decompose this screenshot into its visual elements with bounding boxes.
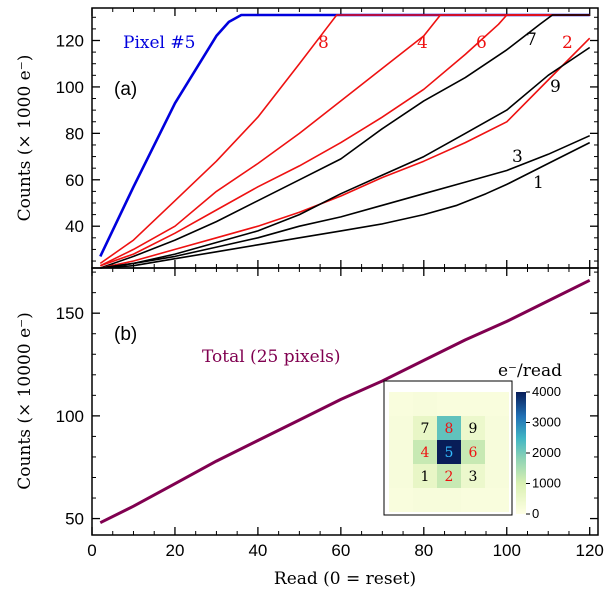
heatmap-numbers: 7 8 9 4 5 6 1 2 3 — [421, 421, 478, 485]
panel-a-series — [99, 13, 591, 269]
series-line-7 — [100, 14, 590, 269]
heatmap-cell — [413, 440, 437, 464]
series-label-6: 6 — [476, 33, 487, 53]
series-label-1: 1 — [533, 173, 544, 193]
grid-number-2: 2 — [445, 469, 454, 485]
heatmap-cell — [461, 440, 485, 464]
heatmap-cell — [389, 392, 413, 416]
series-line-6 — [100, 14, 590, 267]
panel-b-xlabel: Read (0 = reset) — [274, 569, 416, 589]
colorbar-title: e⁻/read — [498, 361, 562, 381]
heatmap-cell — [461, 392, 485, 416]
series-line-3 — [100, 134, 591, 269]
series-label-pixel5: Pixel #5 — [123, 33, 195, 53]
heatmap-cell — [461, 464, 485, 488]
grid-number-3: 3 — [469, 469, 478, 485]
series-line-8 — [99, 14, 590, 265]
grid-number-7: 7 — [421, 421, 430, 437]
series-line-1 — [100, 141, 591, 269]
heatmap-cell — [485, 440, 509, 464]
heatmap-cell — [485, 416, 509, 440]
inset-heatmap: 7 8 9 4 5 6 1 2 3 4000 3000 2000 1000 0 e⁻/read — [383, 361, 562, 521]
heatmap-cells — [389, 392, 509, 512]
y-tick-label: 40 — [65, 217, 84, 236]
heatmap-cell — [389, 488, 413, 512]
heatmap-cell — [437, 488, 461, 512]
series-label-3: 3 — [512, 147, 523, 167]
y-tick-label: 120 — [56, 32, 84, 51]
grid-number-6: 6 — [469, 445, 478, 461]
colorbar-tick-label: 1000 — [532, 476, 561, 491]
heatmap-cell — [461, 416, 485, 440]
heatmap-cell — [389, 464, 413, 488]
heatmap-cell — [389, 416, 413, 440]
series-label-8: 8 — [318, 33, 329, 53]
colorbar-tick-label: 3000 — [532, 415, 561, 430]
x-tick-label: 100 — [493, 541, 521, 560]
panel-b-frame — [91, 267, 599, 536]
colorbar-tick-label: 0 — [532, 506, 539, 521]
colorbar-gradient — [516, 392, 526, 514]
panel-b-ylabel: Counts (× 10000 e⁻) — [15, 312, 35, 490]
series-line-pixel-5 — [99, 13, 590, 257]
grid-number-5: 5 — [445, 445, 454, 461]
series-label-9: 9 — [550, 77, 561, 97]
x-tick-label: 120 — [576, 541, 604, 560]
series-line-total-25-pixels — [99, 278, 591, 525]
series-line-9 — [100, 46, 591, 269]
heatmap-cell — [461, 488, 485, 512]
panel-a-ylabel: Counts (× 1000 e⁻) — [15, 55, 35, 222]
x-tick-label: 20 — [165, 541, 184, 560]
heatmap-cell — [485, 464, 509, 488]
x-tick-label: 60 — [331, 541, 350, 560]
colorbar: 4000 3000 2000 1000 0 — [516, 384, 561, 521]
series-label-total: Total (25 pixels) — [202, 347, 341, 367]
x-tick-label: 0 — [87, 541, 96, 560]
heatmap-cell — [413, 464, 437, 488]
heatmap-cell — [485, 392, 509, 416]
x-tick-label: 40 — [248, 541, 267, 560]
panel-a: 40 60 80 100 120 (a) Counts (× 1000 e⁻) Pixe… — [15, 7, 599, 269]
grid-number-4: 4 — [421, 445, 430, 461]
heatmap-cell — [437, 392, 461, 416]
series-line-2 — [100, 37, 591, 269]
colorbar-tick-label: 4000 — [532, 384, 561, 399]
heatmap-cell — [437, 416, 461, 440]
y-tick-label: 100 — [56, 78, 84, 97]
grid-number-9: 9 — [469, 421, 478, 437]
heatmap-cell — [389, 440, 413, 464]
heatmap-cell — [437, 464, 461, 488]
y-tick-label: 50 — [65, 510, 84, 529]
heatmap-cell — [413, 392, 437, 416]
y-tick-label: 150 — [56, 304, 84, 323]
series-line-4 — [99, 14, 590, 267]
heatmap-cell — [437, 440, 461, 464]
y-tick-label: 100 — [56, 407, 84, 426]
panel-b-series — [99, 278, 591, 525]
grid-number-8: 8 — [445, 421, 454, 437]
colorbar-tick-label: 2000 — [532, 445, 561, 460]
panel-b-tag: (b) — [114, 324, 137, 345]
series-label-2: 2 — [562, 33, 573, 53]
series-label-7: 7 — [526, 30, 537, 50]
series-label-4: 4 — [417, 33, 428, 53]
colorbar-ticks: 4000 3000 2000 1000 0 — [526, 384, 561, 521]
y-tick-label: 80 — [65, 124, 84, 143]
grid-number-1: 1 — [421, 469, 430, 485]
panel-a-tag: (a) — [114, 79, 137, 100]
x-tick-label: 80 — [414, 541, 433, 560]
heatmap-cell — [485, 488, 509, 512]
heatmap-cell — [413, 416, 437, 440]
heatmap-cell — [413, 488, 437, 512]
y-tick-label: 60 — [65, 171, 84, 190]
